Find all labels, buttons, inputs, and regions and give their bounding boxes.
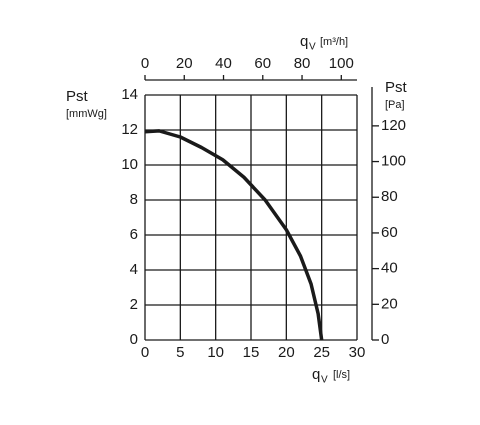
x-tick-label: 5 (176, 344, 184, 361)
y2-tick-label: 40 (381, 260, 398, 277)
x2-axis-subscript: V (309, 42, 316, 53)
x2-tick-label: 0 (141, 55, 149, 72)
x-tick-label: 20 (278, 344, 295, 361)
y2-axis-label: Pst (385, 79, 408, 96)
y-axis-unit: [mmWg] (66, 108, 107, 120)
x2-tick-label: 60 (254, 55, 271, 72)
x2-tick-label: 20 (176, 55, 193, 72)
y-tick-label: 14 (121, 86, 138, 103)
x-axis-unit: [l/s] (333, 369, 350, 381)
y-tick-label: 4 (130, 261, 138, 278)
y-tick-label: 6 (130, 226, 138, 243)
y2-tick-label: 0 (381, 331, 389, 348)
y-axis-label: Pst (66, 88, 89, 105)
y2-tick-label: 80 (381, 188, 398, 205)
x2-tick-label: 100 (329, 55, 354, 72)
x-tick-label: 30 (349, 344, 366, 361)
x-tick-label: 15 (243, 344, 260, 361)
y2-tick-label: 100 (381, 153, 406, 170)
y2-tick-label: 120 (381, 117, 406, 134)
y-tick-label: 10 (121, 156, 138, 173)
x-axis-subscript: V (321, 375, 328, 386)
x-tick-label: 0 (141, 344, 149, 361)
y-tick-label: 12 (121, 121, 138, 138)
y-tick-label: 2 (130, 296, 138, 313)
y2-tick-label: 20 (381, 295, 398, 312)
x-tick-label: 25 (313, 344, 330, 361)
x2-tick-label: 40 (215, 55, 232, 72)
x-axis-label: q (312, 366, 320, 383)
x2-tick-label: 80 (294, 55, 311, 72)
x2-axis-label: q (300, 33, 308, 50)
y2-tick-label: 60 (381, 224, 398, 241)
x2-axis-unit: [m³/h] (320, 36, 348, 48)
fan-curve (144, 129, 324, 341)
x-tick-label: 10 (207, 344, 224, 361)
y2-axis-unit: [Pa] (385, 99, 405, 111)
y-tick-label: 0 (130, 331, 138, 348)
y-tick-label: 8 (130, 191, 138, 208)
